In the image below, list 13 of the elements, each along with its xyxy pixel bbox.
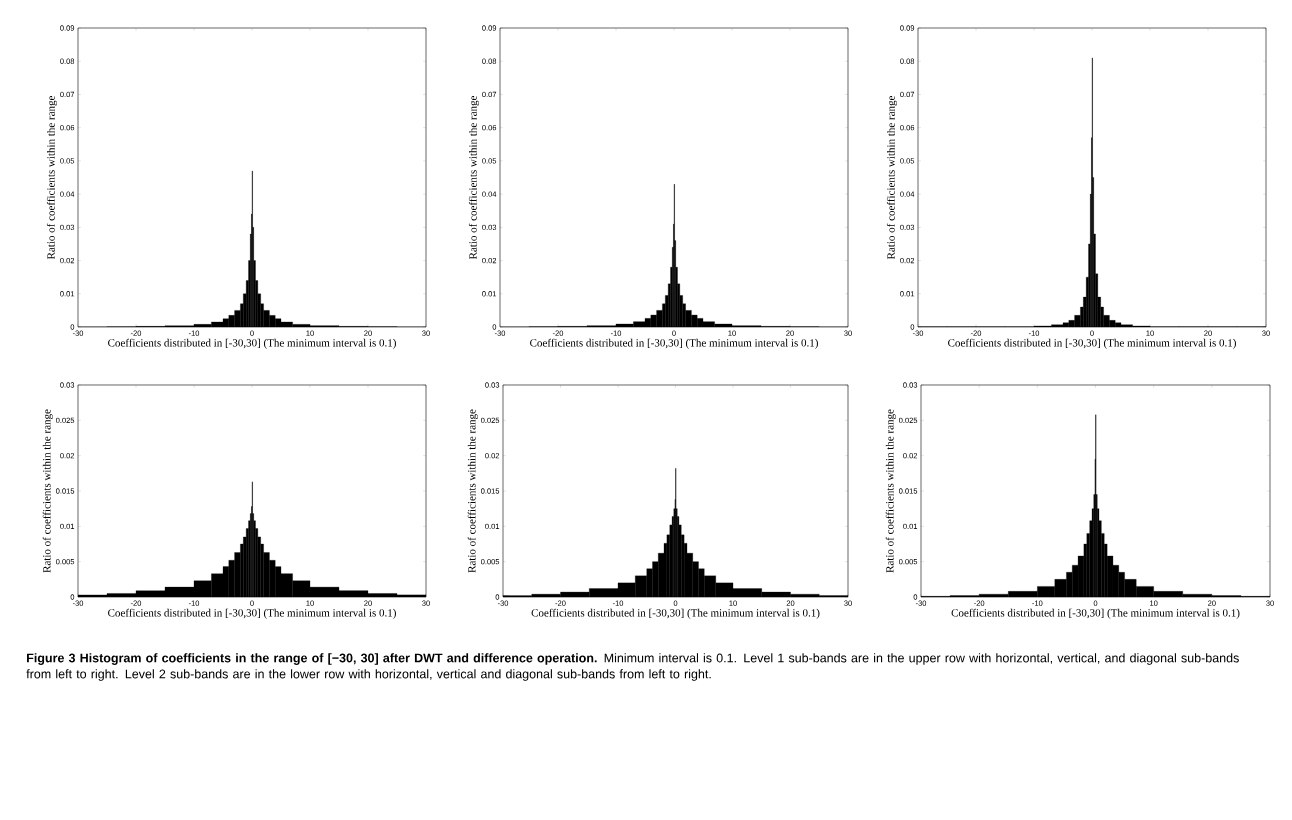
- x-axis-title: Coefficients distributed in [-30,30] (The minimum interval is 0.1): [951, 608, 1240, 619]
- x-axis-title: Coefficients distributed in [-30,30] (The minimum interval is 0.1): [530, 338, 818, 349]
- y-axis-title: Ratio of coefficients within the range: [46, 95, 57, 260]
- x-axis-title: Coefficients distributed in [-30,30] (The minimum interval is 0.1): [108, 608, 396, 619]
- y-axis-title: Ratio of coefficients within the range: [467, 409, 478, 573]
- y-axis-title: Ratio of coefficients within the range: [42, 409, 53, 573]
- y-axis-title: Ratio of coefficients within the range: [886, 95, 898, 260]
- x-axis-title: Coefficients distributed in [-30,30] (The minimum interval is 0.1): [948, 338, 1236, 349]
- y-axis-title: Ratio of coefficients within the range: [468, 95, 480, 260]
- x-axis-title: Coefficients distributed in [-30,30] (The minimum interval is 0.1): [531, 608, 820, 619]
- text: Figure 3 Histogram of coefficients in the range of [−30, 30] after DWT and difference operation. Minimum interval is 0.1. Level 1 sub-bands are in the upper row with horizontal, vertical, and diagonal sub-bands from left to right. Level 2 sub-bands are in the lower row with horizontal, vertical and diagonal sub-bands from left to right.: [26, 653, 1239, 681]
- y-axis-title: Ratio of coefficients within the range: [885, 409, 896, 573]
- x-axis-title: Coefficients distributed in [-30,30] (The minimum interval is 0.1): [108, 338, 396, 349]
